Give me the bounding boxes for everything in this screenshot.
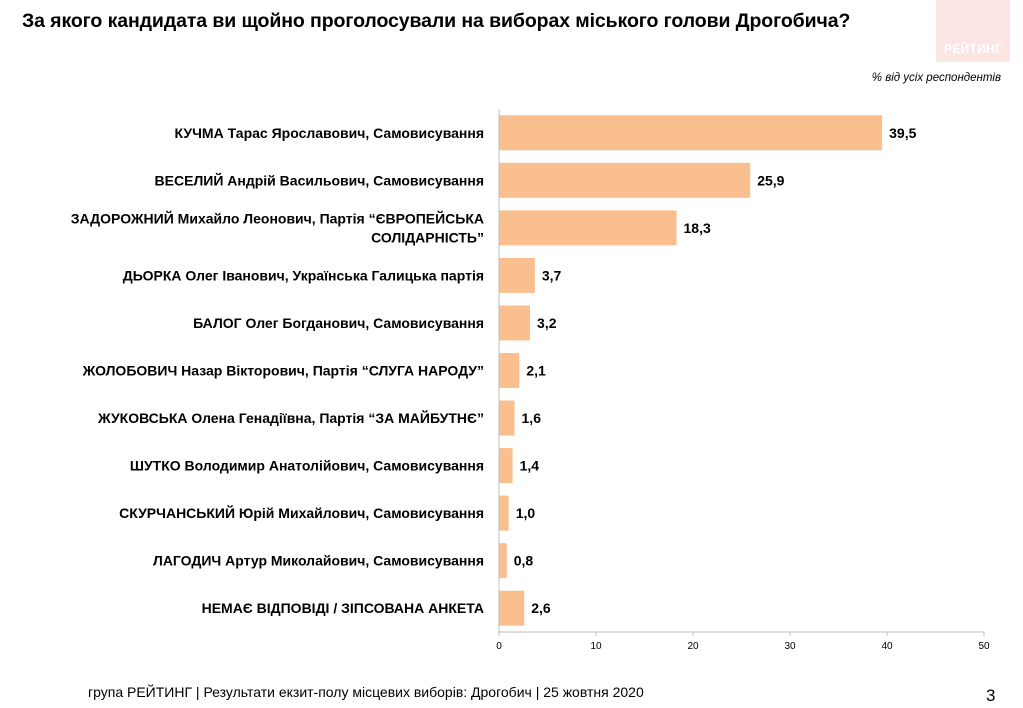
category-label: ЖОЛОБОВИЧ Назар Вікторович, Партія “СЛУГ… [82,363,484,379]
value-label: 18,3 [684,220,711,236]
category-label: НЕМАЄ ВІДПОВІДІ / ЗІПСОВАНА АНКЕТА [202,600,484,616]
value-label: 3,7 [542,267,562,283]
value-label: 39,5 [889,125,916,141]
page-number: 3 [986,686,996,705]
bar [499,162,751,198]
value-label: 1,0 [516,505,536,521]
bar [499,353,520,388]
category-label: ДЬОРКА Олег Іванович, Українська Галицьк… [123,267,484,283]
x-tick-label: 0 [496,641,502,652]
x-tick-label: 50 [978,641,990,652]
value-label: 1,4 [520,458,540,474]
bar [499,305,531,341]
value-label: 2,6 [531,600,551,616]
bar [499,495,509,531]
slide-title: За якого кандидата ви щойно проголосувал… [22,10,851,32]
value-label: 0,8 [514,553,534,569]
bar [499,257,535,293]
value-label: 2,1 [526,363,546,379]
bar [499,210,677,246]
value-label: 25,9 [757,172,784,188]
category-label: ВЕСЕЛИЙ Андрій Васильович, Самовисування [155,171,484,188]
x-tick-label: 30 [784,641,796,652]
bar [499,400,515,436]
units-note: % від усіх респондентів [871,72,1001,84]
category-label: СОЛІДАРНІСТЬ” [371,229,484,245]
bar [499,448,513,484]
category-label: ЗАДОРОЖНИЙ Михайло Леонович, Партія “ЄВР… [71,209,484,226]
value-label: 1,6 [522,410,542,426]
logo-text: РЕЙТИНГ [943,42,1003,56]
x-tick-label: 10 [590,641,602,652]
bar [499,543,507,579]
x-tick-label: 20 [687,641,699,652]
value-label: 3,2 [537,315,557,331]
category-label: ЖУКОВСЬКА Олена Генадіївна, Партія “ЗА М… [97,409,484,426]
bar [499,590,525,626]
category-label: ЛАГОДИЧ Артур Миколайович, Самовисування [153,553,484,569]
rating-logo: РЕЙТИНГ [936,0,1010,62]
category-label: СКУРЧАНСЬКИЙ Юрій Михайлович, Самовисува… [119,504,484,521]
category-label: ШУТКО Володимир Анатолійович, Самовисува… [130,458,484,474]
footer-text: група РЕЙТИНГ | Результати екзит-полу мі… [88,684,644,700]
category-label: КУЧМА Тарас Ярославович, Самовисування [174,125,484,141]
bar [499,115,883,151]
category-label: БАЛОГ Олег Богданович, Самовисування [193,315,484,331]
x-tick-label: 40 [881,641,893,652]
